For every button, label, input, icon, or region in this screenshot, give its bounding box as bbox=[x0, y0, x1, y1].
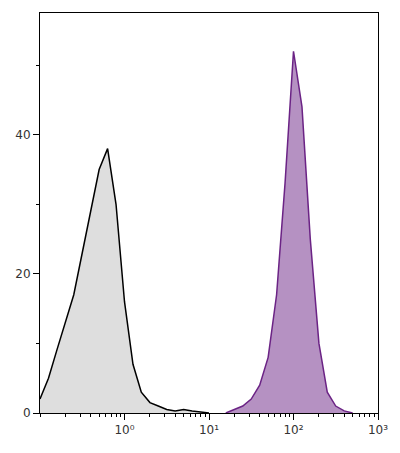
svg-text:0: 0 bbox=[23, 406, 31, 420]
svg-text:10²: 10² bbox=[283, 423, 303, 437]
svg-text:10³: 10³ bbox=[368, 423, 388, 437]
svg-text:10¹: 10¹ bbox=[199, 423, 219, 437]
svg-text:10⁰: 10⁰ bbox=[114, 423, 134, 437]
svg-text:20: 20 bbox=[15, 267, 30, 281]
svg-text:40: 40 bbox=[15, 128, 30, 142]
